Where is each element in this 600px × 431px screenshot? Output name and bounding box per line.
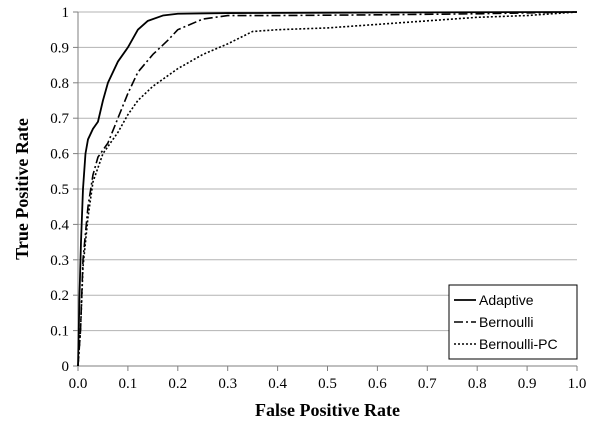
x-tick-label: 0.3: [218, 376, 237, 392]
series-line-bernoulli-pc: [77, 11, 578, 367]
y-tick-label: 1: [62, 5, 70, 21]
x-tick-label: 0.7: [418, 376, 437, 392]
y-tick-label: 0.2: [50, 288, 69, 304]
y-tick-label: 0.7: [50, 111, 69, 127]
y-tick-label: 0.5: [50, 182, 69, 198]
x-tick-label: 0.0: [69, 376, 88, 392]
x-axis-title: False Positive Rate: [255, 400, 400, 420]
x-tick-label: 0.6: [368, 376, 387, 392]
y-tick-label: 0.8: [50, 76, 69, 92]
series-line-adaptive: [77, 11, 578, 367]
y-tick-label: 0.6: [50, 147, 69, 163]
legend-label: Bernoulli-PC: [479, 336, 558, 352]
legend-label: Bernoulli: [479, 314, 533, 330]
legend-box: [448, 284, 578, 360]
y-tick-label: 0.4: [50, 217, 69, 233]
x-tick-label: 0.5: [318, 376, 337, 392]
y-tick-label: 0.3: [50, 253, 69, 269]
legend: Adaptive Bernoulli Bernoulli-PC: [448, 284, 578, 360]
series-line-bernoulli: [77, 11, 578, 367]
tick-labels: 0 0.1 0.2 0.3 0.4 0.5 0.6 0.7 0.8 0.9 1 0.0 0.1 0.2 0.…: [50, 5, 586, 392]
x-tick-label: 0.1: [119, 376, 138, 392]
y-tick-label: 0.9: [50, 40, 69, 56]
gridlines: [78, 11, 577, 332]
y-tick-label: 0: [62, 359, 70, 375]
x-tick-label: 0.4: [268, 376, 287, 392]
x-tick-label: 0.8: [468, 376, 487, 392]
x-tick-label: 1.0: [568, 376, 587, 392]
y-tick-label: 0.1: [50, 324, 69, 340]
axes: [73, 11, 578, 371]
series-lines: [77, 11, 578, 367]
legend-label: Adaptive: [479, 292, 534, 308]
x-tick-label: 0.9: [518, 376, 537, 392]
y-axis-title: True Positive Rate: [12, 118, 32, 260]
x-tick-label: 0.2: [168, 376, 187, 392]
